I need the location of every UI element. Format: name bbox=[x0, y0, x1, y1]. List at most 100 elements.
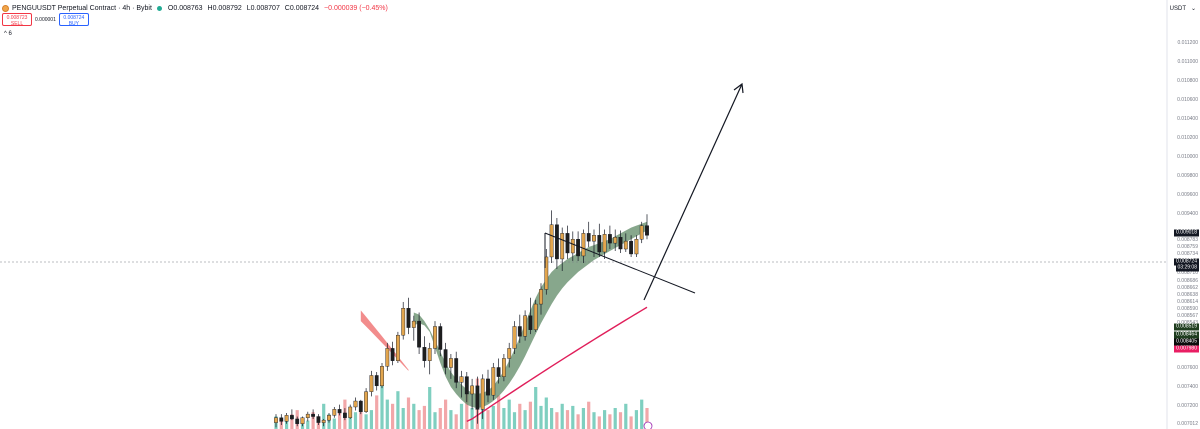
bearish-candle bbox=[311, 413, 315, 417]
bearish-candle bbox=[464, 376, 469, 395]
volume-bar bbox=[417, 410, 421, 429]
bearish-candle bbox=[374, 375, 379, 387]
volume-bar bbox=[592, 412, 596, 429]
volume-bar bbox=[486, 410, 490, 429]
volume-bar bbox=[645, 408, 649, 429]
arrow-shaft[interactable] bbox=[643, 83, 743, 301]
axis-tick-label: 0.008638 bbox=[1177, 292, 1198, 298]
bearish-candle bbox=[390, 348, 395, 361]
bullish-candle bbox=[613, 237, 618, 244]
bullish-candle bbox=[491, 367, 496, 396]
symbol-title[interactable]: PENGUUSDT Perpetual Contract · 4h · Bybi… bbox=[12, 4, 152, 12]
chevron-down-icon[interactable]: ⌄ bbox=[1190, 6, 1196, 12]
bullish-candle bbox=[592, 235, 596, 242]
volume-bar bbox=[428, 387, 432, 429]
volume-bar bbox=[603, 410, 607, 429]
alert-marker-icon[interactable] bbox=[643, 421, 653, 429]
bullish-candle bbox=[327, 415, 331, 421]
volume-bar bbox=[502, 408, 506, 429]
bearish-candle bbox=[528, 315, 533, 330]
volume-bar bbox=[412, 403, 416, 429]
sell-button[interactable]: 0.008723 SELL bbox=[2, 13, 32, 27]
volume-bar bbox=[634, 410, 638, 429]
price-label: 0.008724 bbox=[1174, 258, 1199, 266]
bearish-candle bbox=[608, 234, 612, 244]
axis-tick-label: 0.008590 bbox=[1177, 306, 1198, 312]
axis-tick-label: 0.008783 bbox=[1177, 237, 1198, 243]
volume-bar bbox=[571, 405, 575, 429]
bearish-candle bbox=[406, 308, 411, 328]
indicators-toggle[interactable]: ^ 6 bbox=[4, 31, 12, 37]
bullish-candle bbox=[427, 348, 432, 361]
bullish-candle bbox=[348, 406, 353, 418]
volume-bar bbox=[391, 403, 395, 429]
volume-bar bbox=[518, 403, 522, 429]
axis-tick-label: 0.007012 bbox=[1177, 421, 1198, 427]
axis-tick-label: 0.008567 bbox=[1177, 313, 1198, 319]
bearish-candle bbox=[343, 412, 347, 418]
volume-bar bbox=[587, 401, 591, 429]
volume-bar bbox=[629, 416, 633, 429]
volume-bar bbox=[465, 391, 469, 429]
bearish-candle bbox=[496, 367, 501, 377]
axis-tick-label: 0.007400 bbox=[1177, 384, 1198, 390]
axis-tick-label: 0.010600 bbox=[1177, 97, 1198, 103]
triangle-drawing[interactable] bbox=[544, 232, 696, 294]
buy-button[interactable]: 0.008724 BUY bbox=[58, 13, 89, 27]
volume-bar bbox=[433, 412, 437, 429]
price-label: 0.008464 bbox=[1174, 331, 1199, 339]
bearish-candle bbox=[422, 347, 427, 361]
low-value: L0.008707 bbox=[246, 4, 280, 12]
price-label: 03:29:08 bbox=[1175, 264, 1199, 272]
bullish-candle bbox=[560, 233, 565, 260]
arrow-head[interactable] bbox=[733, 82, 744, 94]
bearish-candle bbox=[586, 233, 591, 242]
open-value: O0.008763 bbox=[167, 4, 203, 12]
trade-panel: 0.008723 SELL 0.000001 0.008724 BUY bbox=[2, 13, 89, 27]
moving-average-line bbox=[466, 306, 648, 423]
volume-bar bbox=[311, 412, 315, 429]
bearish-candle bbox=[438, 326, 443, 350]
volume-bar bbox=[364, 414, 368, 429]
bearish-candle bbox=[565, 233, 570, 254]
price-axis[interactable]: USDT ⌄ 0.011200 0.011000 0.010800 0.010600 0… bbox=[1167, 0, 1200, 429]
volume-bar bbox=[369, 410, 373, 429]
volume-bar bbox=[512, 412, 517, 429]
axis-tick-label: 0.007200 bbox=[1177, 403, 1198, 409]
bullish-candle bbox=[380, 366, 384, 387]
volume-bar bbox=[613, 408, 617, 429]
bullish-candle bbox=[364, 391, 368, 412]
bullish-candle bbox=[459, 376, 464, 383]
volume-bar bbox=[438, 408, 442, 429]
volume-bar bbox=[608, 414, 612, 429]
price-label: 0.008519 bbox=[1174, 323, 1199, 331]
bullish-candle bbox=[433, 326, 437, 349]
bearish-candle bbox=[443, 349, 448, 368]
bullish-candle bbox=[284, 415, 289, 422]
bullish-candle bbox=[549, 224, 554, 258]
volume-bar bbox=[396, 391, 400, 429]
price-label: 0.007980 bbox=[1174, 345, 1199, 353]
high-value: H0.008792 bbox=[207, 4, 242, 12]
bearish-candle bbox=[295, 418, 300, 424]
bullish-candle bbox=[502, 358, 506, 377]
axis-tick-label: 0.008543 bbox=[1177, 320, 1198, 326]
volume-bar bbox=[555, 412, 559, 429]
bullish-candle bbox=[449, 358, 453, 368]
bullish-candle bbox=[539, 289, 543, 305]
volume-bar bbox=[359, 408, 363, 429]
volume-bar bbox=[353, 412, 358, 429]
volume-bar bbox=[544, 397, 548, 429]
bearish-candle bbox=[517, 326, 522, 337]
volume-bar bbox=[306, 420, 310, 429]
bearish-candle bbox=[618, 237, 623, 250]
currency-select[interactable]: USDT bbox=[1169, 6, 1186, 12]
triangle-top-line[interactable] bbox=[544, 232, 696, 294]
volume-bar bbox=[332, 418, 336, 429]
bullish-candle bbox=[401, 308, 406, 336]
bearish-candle bbox=[454, 358, 459, 383]
projection-arrow[interactable] bbox=[643, 82, 744, 301]
volume-bar bbox=[459, 403, 464, 429]
axis-tick-label: 0.011000 bbox=[1177, 59, 1198, 65]
